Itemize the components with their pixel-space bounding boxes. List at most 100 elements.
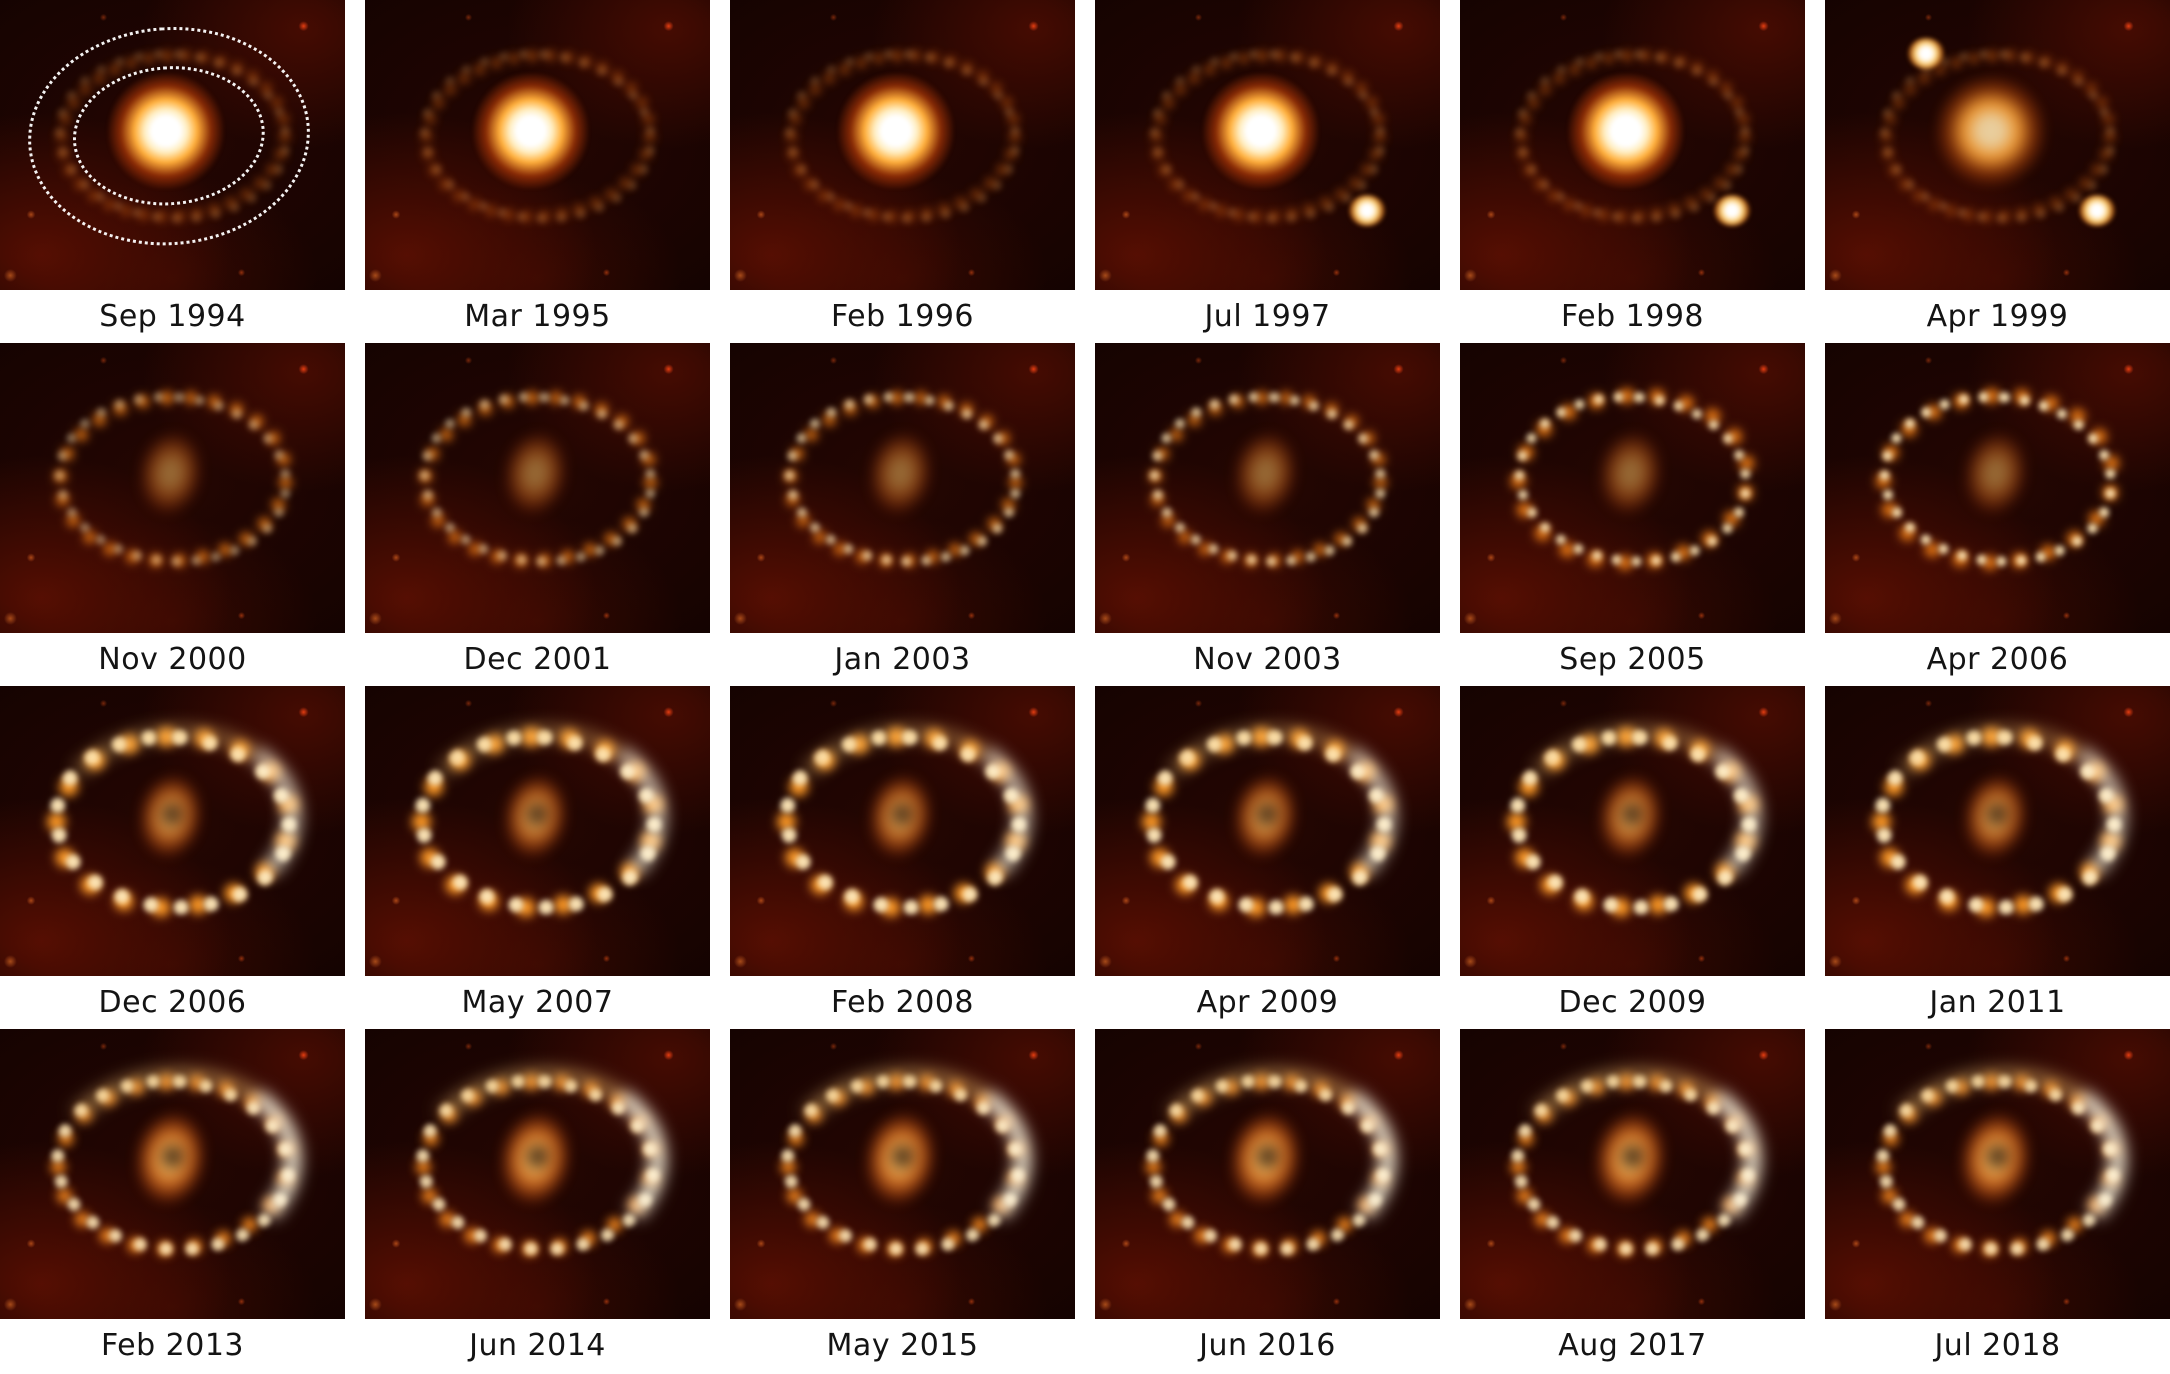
panel-apr-2009: Apr 2009 (1095, 686, 1440, 1029)
panel-caption: Jun 2014 (469, 1328, 606, 1363)
panel-caption: Jul 1997 (1204, 299, 1331, 334)
panel-sep-2005: Sep 2005 (1460, 343, 1805, 686)
ring-glow (1869, 380, 2126, 578)
ring-glow (770, 719, 1035, 926)
supernova-ring-image (1825, 1029, 2170, 1319)
ring-glow (1139, 1066, 1396, 1264)
supernova-ring-image (365, 343, 710, 633)
panel-caption: Feb 2008 (831, 985, 974, 1020)
panel-dec-2001: Dec 2001 (365, 343, 710, 686)
ring-clumps (411, 39, 664, 234)
ring-clumps (776, 382, 1029, 577)
ejecta-blob (849, 764, 949, 887)
ejecta-blob (119, 764, 219, 887)
panel-caption: May 2007 (461, 985, 614, 1020)
supernova-ring-image (365, 0, 710, 290)
panel-caption: Dec 2001 (463, 642, 612, 677)
ring-clumps (1871, 39, 2124, 234)
ring-glow (1135, 719, 1400, 926)
supernova-ring-image (1825, 0, 2170, 290)
panel-caption: Jun 2016 (1199, 1328, 1336, 1363)
supernova-ring-image (0, 343, 345, 633)
ring-clumps (771, 720, 1034, 925)
panel-feb-1998: Feb 1998 (1460, 0, 1805, 343)
ejecta-blob (1944, 421, 2044, 544)
panel-caption: Nov 2000 (98, 642, 247, 677)
ring-hotspot (2078, 195, 2115, 227)
panel-caption: Sep 1994 (99, 299, 246, 334)
ring-clumps (1501, 720, 1764, 925)
ring-clumps (1506, 39, 1759, 234)
panel-feb-1996: Feb 1996 (730, 0, 1075, 343)
ring-clumps (773, 1065, 1032, 1266)
ring-glow (1504, 1066, 1761, 1264)
bright-east-arc (764, 712, 1041, 933)
supernova-ring-image (365, 1029, 710, 1319)
supernova-ring-image (0, 1029, 345, 1319)
dotted-contour-inner (68, 60, 270, 213)
panel-caption: May 2015 (826, 1328, 979, 1363)
panel-jun-2014: Jun 2014 (365, 1029, 710, 1372)
central-star (471, 72, 590, 189)
supernova-ring-image (1460, 343, 1805, 633)
ring-clumps (1866, 720, 2129, 925)
ring-clumps (1141, 382, 1394, 577)
panel-jul-1997: Jul 1997 (1095, 0, 1440, 343)
central-star (836, 72, 955, 189)
ring-glow (774, 1066, 1031, 1264)
panel-nov-2000: Nov 2000 (0, 343, 345, 686)
ejecta-blob (1214, 421, 1314, 544)
panel-caption: Apr 2006 (1926, 642, 2069, 677)
dotted-contour-outer (20, 17, 318, 255)
ring-glow (1500, 719, 1765, 926)
ring-glow (415, 44, 660, 229)
supernova-ring-image (730, 1029, 1075, 1319)
supernova-ring-image (1095, 1029, 1440, 1319)
supernova-ring-image (365, 686, 710, 976)
panel-jan-2003: Jan 2003 (730, 343, 1075, 686)
ring-glow (412, 383, 663, 575)
ring-glow (1142, 383, 1393, 575)
ring-glow (409, 1066, 666, 1264)
ring-glow (777, 383, 1028, 575)
ring-clumps (43, 1065, 302, 1266)
bright-east-arc (1494, 1055, 1771, 1276)
fading-central-source (1931, 72, 2050, 189)
ring-clumps (46, 39, 299, 234)
ring-glow (50, 44, 295, 229)
ring-clumps (406, 720, 669, 925)
ejecta-blob (478, 1100, 590, 1236)
panel-feb-2013: Feb 2013 (0, 1029, 345, 1372)
panel-dec-2009: Dec 2009 (1460, 686, 1805, 1029)
ring-hotspot (1907, 37, 1944, 69)
ring-clumps (1138, 1065, 1397, 1266)
supernova-ring-image (730, 0, 1075, 290)
panel-apr-1999: Apr 1999 (1825, 0, 2170, 343)
ejecta-blob (484, 764, 584, 887)
panel-jun-2016: Jun 2016 (1095, 1029, 1440, 1372)
ejecta-blob (1208, 1100, 1320, 1236)
ring-hotspot (1713, 195, 1750, 227)
ejecta-blob (119, 421, 219, 544)
ring-glow (780, 44, 1025, 229)
panel-jul-2018: Jul 2018 (1825, 1029, 2170, 1372)
bright-east-arc (1859, 712, 2136, 933)
panel-jan-2011: Jan 2011 (1825, 686, 2170, 1029)
panel-caption: Dec 2006 (98, 985, 247, 1020)
ring-clumps (1868, 1065, 2127, 1266)
bright-east-arc (399, 712, 676, 933)
ejecta-blob (1573, 1100, 1685, 1236)
supernova-ring-image (1095, 343, 1440, 633)
panel-dec-2006: Dec 2006 (0, 686, 345, 1029)
ring-glow (1504, 380, 1761, 578)
ring-glow (1865, 719, 2130, 926)
panel-caption: Jul 2018 (1934, 1328, 2061, 1363)
panel-caption: Feb 1998 (1561, 299, 1704, 334)
ejecta-blob (113, 1100, 225, 1236)
supernova-ring-image (1460, 0, 1805, 290)
panel-aug-2017: Aug 2017 (1460, 1029, 1805, 1372)
ring-glow (44, 1066, 301, 1264)
ejecta-blob (1938, 1100, 2050, 1236)
ring-glow (1869, 1066, 2126, 1264)
central-star (106, 72, 225, 189)
